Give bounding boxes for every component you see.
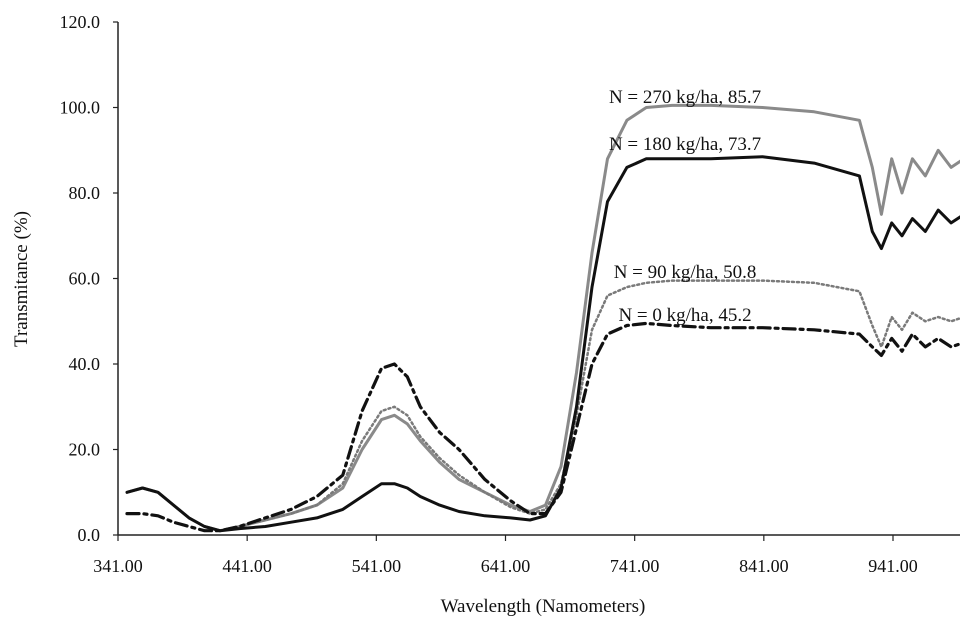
series-line-2 — [125, 155, 960, 533]
y-tick-label: 80.0 — [69, 183, 101, 203]
y-tick-label: 100.0 — [60, 98, 101, 118]
series-lines — [125, 103, 960, 533]
x-tick-label: 841.00 — [739, 556, 789, 576]
y-tick-label: 40.0 — [69, 354, 101, 374]
series-line-4 — [125, 321, 960, 533]
y-tick-label: 60.0 — [69, 269, 101, 289]
series-annotation: N = 180 kg/ha, 73.7 — [609, 134, 761, 155]
y-tick-label: 20.0 — [69, 440, 101, 460]
series-annotations: N = 270 kg/ha, 85.7 N = 180 kg/ha, 73.7 N … — [609, 87, 761, 326]
x-tick-label: 941.00 — [868, 556, 918, 576]
x-axis-title: Wavelength (Namometers) — [441, 596, 646, 617]
x-tick-label: 541.00 — [352, 556, 402, 576]
y-axis-title: Transmitance (%) — [11, 211, 32, 347]
x-tick-label: 741.00 — [610, 556, 660, 576]
series-annotation: N = 0 kg/ha, 45.2 — [618, 305, 751, 326]
x-tick-label: 441.00 — [222, 556, 272, 576]
series-annotation: N = 90 kg/ha, 50.8 — [614, 262, 757, 283]
x-axis-ticks: 341.00 441.00 541.00 641.00 741.00 841.00 941.… — [93, 535, 918, 576]
series-line-3 — [125, 279, 960, 532]
x-tick-label: 341.00 — [93, 556, 143, 576]
y-tick-label: 0.0 — [78, 525, 101, 545]
series-annotation: N = 270 kg/ha, 85.7 — [609, 87, 761, 108]
x-tick-label: 641.00 — [481, 556, 531, 576]
y-tick-label: 120.0 — [60, 12, 101, 32]
y-axis-ticks: 0.0 20.0 40.0 60.0 80.0 100.0 120.0 — [60, 12, 118, 545]
